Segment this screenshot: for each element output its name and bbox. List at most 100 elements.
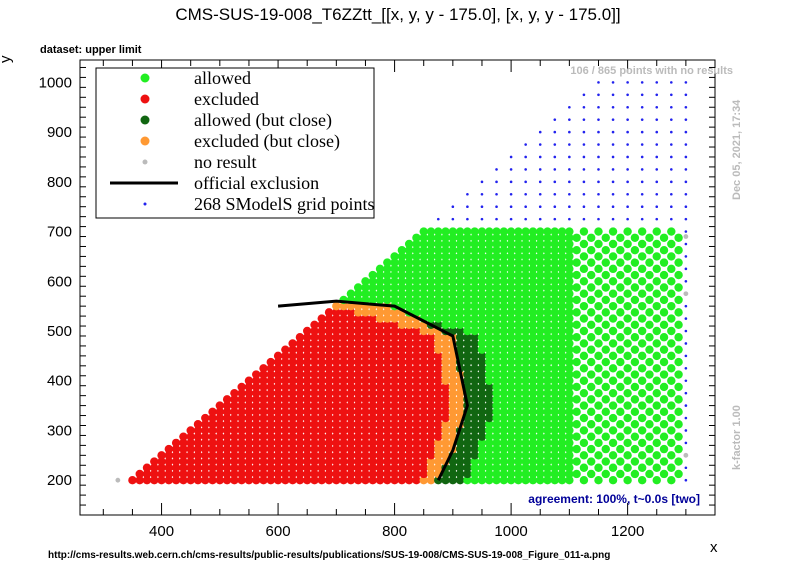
result-point	[375, 295, 385, 305]
result-point	[645, 469, 654, 479]
result-point	[572, 345, 581, 354]
result-point	[485, 326, 494, 336]
result-point	[339, 301, 348, 311]
result-point	[463, 444, 472, 454]
result-point	[353, 345, 363, 354]
result-point	[419, 227, 428, 236]
grid-point	[597, 105, 600, 109]
result-point	[659, 295, 669, 305]
result-point	[383, 345, 392, 354]
no-result-point	[683, 291, 689, 297]
result-point	[426, 457, 436, 466]
result-point	[477, 270, 487, 280]
result-point	[390, 444, 399, 454]
result-point	[375, 407, 385, 417]
result-point	[332, 376, 341, 385]
result-point	[536, 264, 545, 274]
result-point	[303, 463, 312, 472]
result-point	[375, 264, 385, 274]
result-point	[594, 326, 603, 336]
result-point	[623, 413, 632, 423]
grid-point	[611, 81, 615, 84]
result-point	[332, 357, 341, 367]
result-point	[514, 469, 523, 479]
result-point	[375, 277, 385, 286]
x-axis-label: x	[710, 539, 718, 556]
result-point	[397, 469, 407, 479]
result-point	[332, 451, 341, 460]
result-point	[492, 364, 501, 373]
result-point	[397, 264, 407, 274]
result-point	[281, 444, 290, 454]
result-point	[434, 426, 443, 435]
result-point	[317, 426, 326, 435]
result-point	[412, 432, 421, 441]
result-point	[383, 333, 392, 342]
result-point	[485, 351, 494, 361]
result-point	[630, 420, 640, 429]
grid-point	[582, 130, 586, 134]
result-point	[310, 463, 319, 472]
result-point	[674, 283, 683, 292]
result-point	[383, 370, 392, 379]
result-point	[441, 333, 450, 342]
result-point	[455, 407, 465, 417]
result-point	[587, 457, 596, 466]
result-point	[441, 283, 450, 292]
result-point	[455, 239, 465, 249]
result-point	[404, 345, 414, 354]
result-point	[346, 289, 356, 298]
result-point	[645, 444, 654, 454]
result-point	[455, 463, 465, 472]
result-point	[222, 475, 232, 485]
grid-point	[626, 155, 629, 159]
result-point	[441, 239, 450, 249]
result-point	[463, 308, 472, 317]
result-point	[630, 308, 640, 317]
result-point	[266, 370, 275, 379]
result-point	[674, 233, 683, 242]
result-point	[412, 463, 421, 472]
result-point	[310, 351, 319, 361]
result-point	[667, 252, 676, 261]
result-point	[324, 426, 334, 435]
result-point	[419, 395, 428, 404]
result-point	[390, 339, 399, 348]
result-point	[332, 463, 341, 472]
result-point	[434, 258, 443, 267]
result-point	[477, 289, 487, 298]
result-point	[499, 382, 509, 392]
result-point	[288, 426, 297, 435]
result-point	[434, 357, 443, 367]
result-point	[368, 270, 377, 280]
result-point	[324, 438, 334, 448]
result-point	[419, 345, 428, 354]
result-point	[543, 283, 552, 292]
result-point	[295, 339, 305, 348]
result-point	[550, 407, 559, 417]
result-point	[171, 444, 181, 454]
result-point	[608, 227, 618, 236]
result-point	[637, 475, 647, 485]
no-result-point	[115, 477, 121, 483]
result-point	[587, 283, 596, 292]
result-point	[514, 444, 523, 454]
result-point	[324, 308, 334, 317]
result-point	[353, 388, 363, 398]
result-point	[492, 314, 501, 323]
result-point	[215, 463, 225, 472]
grid-point	[640, 105, 644, 109]
result-point	[332, 426, 341, 435]
result-point	[375, 308, 385, 317]
result-point	[368, 457, 377, 466]
result-point	[572, 308, 581, 317]
result-point	[521, 326, 530, 336]
result-point	[470, 308, 479, 317]
result-point	[587, 295, 596, 305]
result-point	[499, 233, 509, 242]
result-point	[477, 457, 487, 466]
result-point	[324, 475, 334, 485]
grid-point	[655, 205, 659, 208]
result-point	[623, 326, 632, 336]
